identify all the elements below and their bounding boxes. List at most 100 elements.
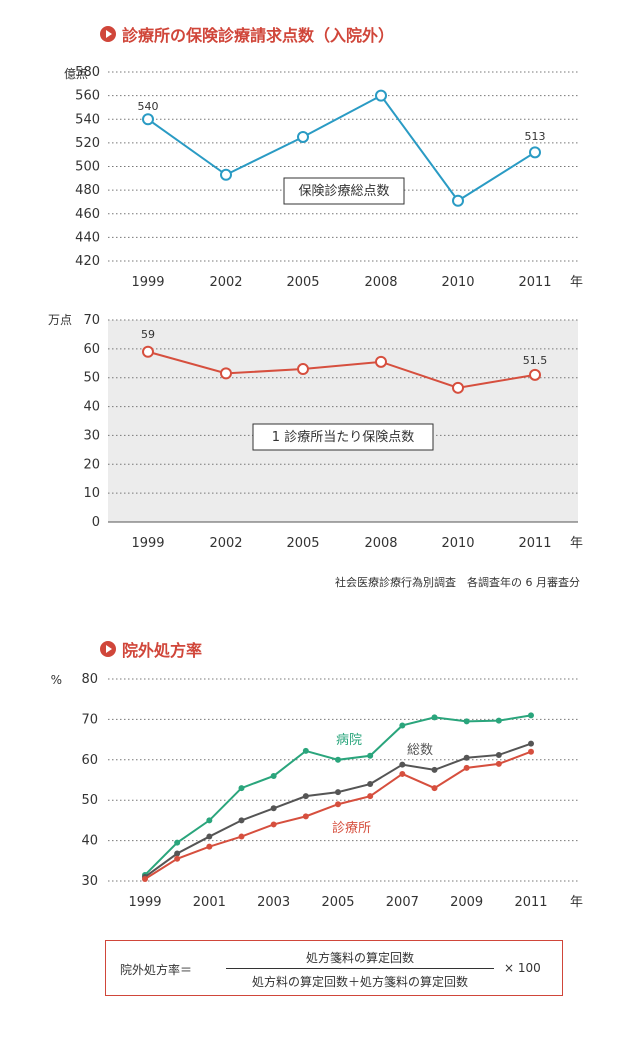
data-point [529, 146, 541, 159]
y-tick-label: 50 [83, 371, 100, 386]
data-point [367, 781, 374, 788]
data-point [529, 368, 541, 381]
y-tick-label: 420 [75, 254, 100, 269]
series-title-box [252, 423, 434, 451]
section-title-prescription: 院外処方率 [100, 637, 202, 661]
y-tick-label: 500 [75, 160, 100, 175]
formula-fraction-bar [226, 968, 494, 969]
chart-outpatient-prescription-rate: 30 40 50 60 70 80% 1999 2001 2003 2005 2007 2009 201… [51, 672, 583, 910]
y-tick-label: 70 [81, 712, 98, 727]
x-unit-label: 年 [570, 275, 583, 290]
formula-multiplier: × 100 [504, 961, 541, 975]
series-title: 保険診療総点数 [298, 183, 389, 199]
y-tick-label: 50 [81, 793, 98, 808]
series-line [144, 750, 532, 880]
x-tick-label: 2011 [514, 895, 547, 910]
data-point [335, 756, 341, 763]
x-tick-label: 2010 [441, 275, 474, 290]
y-tick-label: 560 [75, 89, 100, 104]
data-point [220, 367, 232, 380]
y-unit-label: 億点 [64, 67, 88, 81]
x-tick-label: 2005 [286, 536, 319, 551]
x-tick-label: 2008 [364, 275, 397, 290]
y-tick-label: 0 [92, 515, 100, 530]
series-label: 総数 [407, 743, 433, 758]
x-unit-label: 年 [570, 536, 583, 551]
data-point [367, 752, 374, 759]
data-point [174, 855, 181, 862]
y-tick-label: 460 [75, 207, 100, 222]
data-point [206, 833, 213, 840]
data-point [270, 772, 277, 779]
data-point [238, 833, 245, 840]
y-tick-label: 20 [83, 457, 100, 472]
y-tick-label: 10 [83, 486, 100, 501]
data-point [297, 363, 309, 376]
data-point [463, 718, 470, 725]
x-tick-label: 2007 [386, 895, 419, 910]
y-tick-label: 40 [81, 834, 98, 849]
chart-points-per-clinic: 0 10 20 30 40 50 60 70 万点 1999 2002 2005 2008 2010 201… [48, 313, 583, 551]
data-point [302, 793, 309, 800]
y-tick-label: 40 [83, 400, 100, 415]
data-point [528, 740, 534, 747]
data-point [452, 194, 464, 207]
data-point [375, 89, 387, 102]
section-title-claims: 診療所の保険診療請求点数（入院外） [100, 22, 394, 46]
data-point [142, 875, 148, 882]
data-point [302, 813, 309, 820]
data-point [495, 751, 502, 758]
y-tick-label: 480 [75, 183, 100, 198]
data-point [142, 345, 154, 358]
data-point [238, 817, 245, 824]
x-tick-label: 2009 [450, 895, 483, 910]
plot-background [108, 320, 578, 522]
y-tick-label: 60 [83, 342, 100, 357]
x-tick-label: 2010 [441, 536, 474, 551]
series-line [147, 350, 536, 389]
data-point [206, 817, 213, 824]
y-tick-label: 580 [75, 65, 100, 80]
data-point [375, 355, 387, 368]
series-title-box [283, 177, 405, 205]
x-tick-label: 2011 [518, 275, 551, 290]
data-label: 513 [525, 130, 546, 143]
x-tick-label: 1999 [131, 536, 164, 551]
y-tick-label: 80 [81, 672, 98, 687]
data-label: 540 [138, 100, 159, 113]
data-point [431, 785, 438, 792]
x-tick-label: 2002 [209, 275, 242, 290]
y-tick-label: 540 [75, 112, 100, 127]
y-unit-label: 万点 [48, 313, 72, 327]
data-point [495, 717, 502, 724]
data-point [431, 714, 438, 721]
source-note: 社会医療診療行為別調査 各調査年の 6 月審査分 [335, 576, 580, 589]
x-tick-label: 2005 [286, 275, 319, 290]
y-tick-label: 60 [81, 753, 98, 768]
y-tick-label: 30 [81, 874, 98, 889]
x-tick-label: 1999 [131, 275, 164, 290]
x-tick-label: 2005 [321, 895, 354, 910]
data-point [174, 850, 181, 857]
x-tick-label: 2003 [257, 895, 290, 910]
data-point [142, 113, 154, 126]
play-icon [100, 26, 116, 42]
data-point [206, 843, 213, 850]
data-point [452, 381, 464, 394]
data-point [495, 760, 502, 767]
x-tick-label: 2011 [518, 536, 551, 551]
y-tick-label: 70 [83, 313, 100, 328]
y-unit-label: % [51, 673, 62, 687]
series-label: 診療所 [332, 820, 371, 836]
series-line [147, 94, 536, 203]
series-label: 病院 [336, 733, 362, 748]
x-tick-label: 1999 [128, 895, 161, 910]
formula-lhs: 院外処方率＝ [120, 963, 193, 977]
data-point [399, 722, 406, 729]
section-title-claims-text: 診療所の保険診療請求点数（入院外） [122, 26, 395, 45]
x-tick-label: 2008 [364, 536, 397, 551]
data-point [528, 748, 534, 755]
y-tick-label: 440 [75, 230, 100, 245]
x-tick-label: 2001 [193, 895, 226, 910]
